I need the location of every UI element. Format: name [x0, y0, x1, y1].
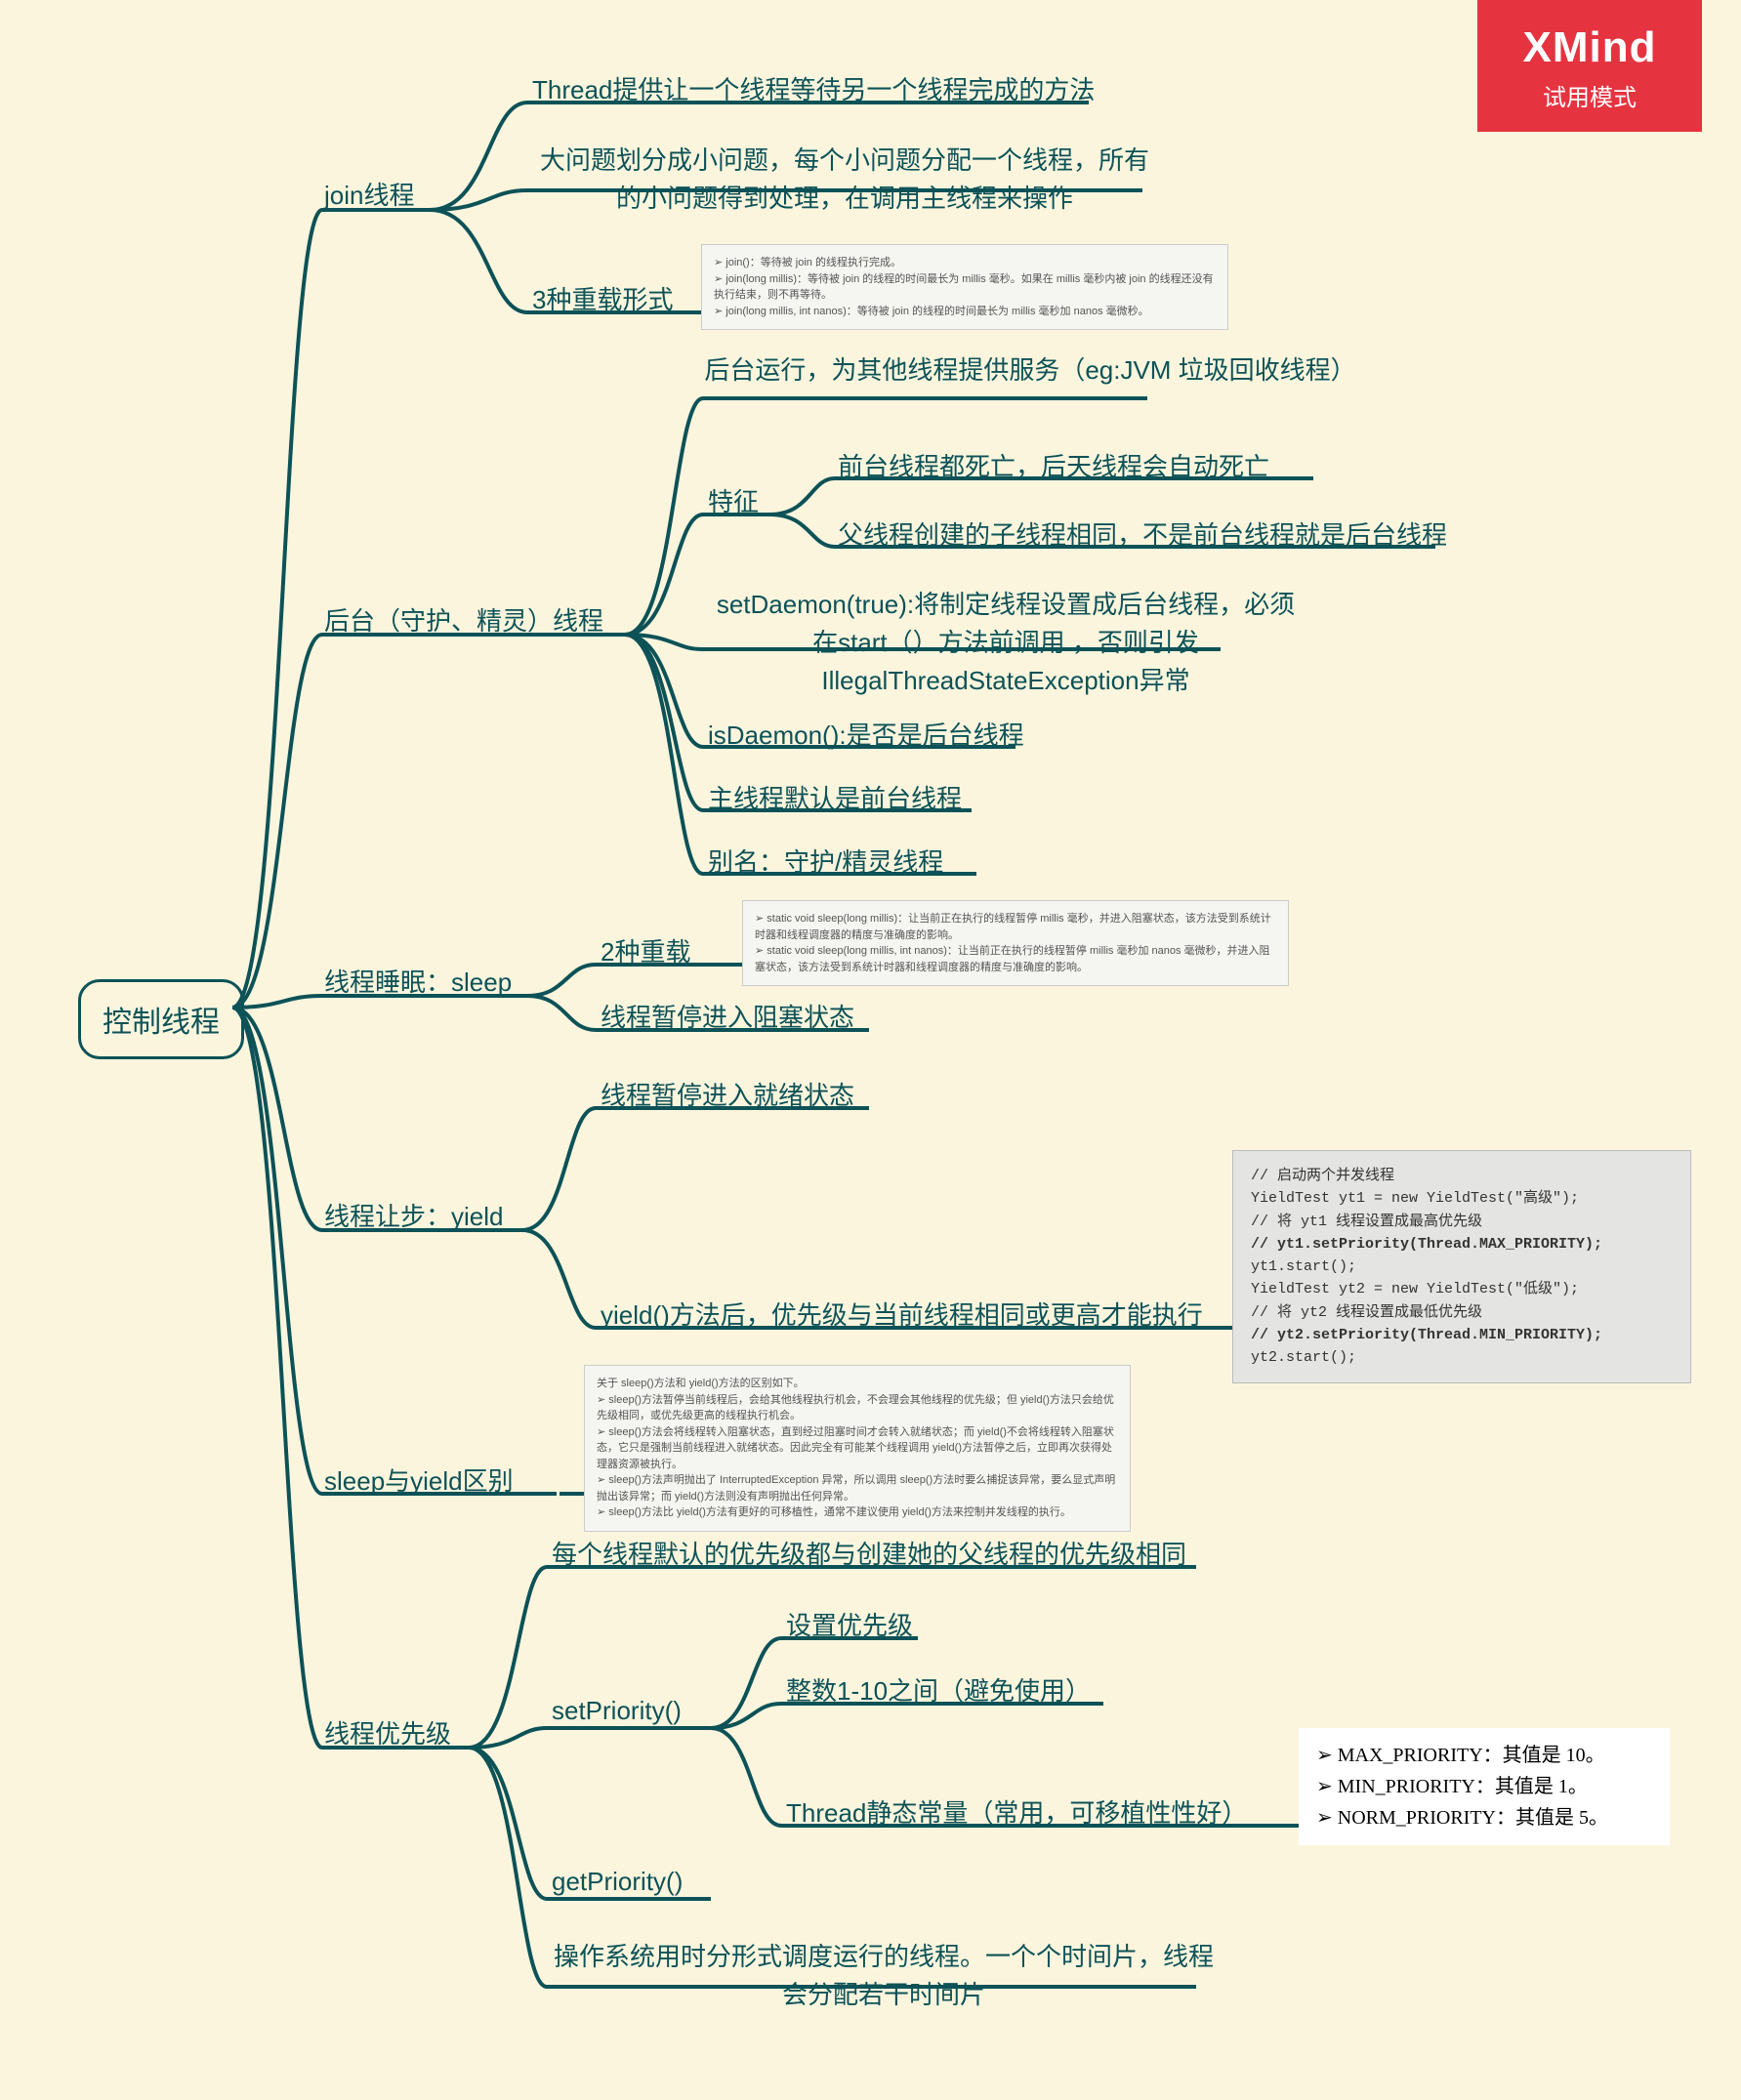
- node-priority-c2: setPriority(): [552, 1696, 682, 1726]
- node-yield-c1: 线程暂停进入就绪状态: [601, 1076, 854, 1112]
- node-yield: 线程让步：yield: [324, 1197, 503, 1233]
- node-priority-c2b: 整数1-10之间（避免使用）: [786, 1671, 1091, 1708]
- node-daemon-c6: 别名：守护/精灵线程: [708, 843, 943, 879]
- node-daemon-c2b: 父线程创建的子线程相同，不是前台线程就是后台线程: [838, 515, 1447, 552]
- node-priority-c2a: 设置优先级: [786, 1606, 913, 1642]
- node-sleep-c1: 2种重载: [601, 932, 690, 968]
- node-daemon-c5: 主线程默认是前台线程: [708, 779, 962, 815]
- node-join: join线程: [324, 176, 414, 212]
- img-join-overloads: ➢ join()：等待被 join 的线程执行完成。 ➢ join(long m…: [701, 244, 1228, 330]
- root-node: 控制线程: [78, 979, 244, 1059]
- node-priority-c4: 操作系统用时分形式调度运行的线程。一个个时间片，线程会分配若干时间片: [552, 1938, 1216, 2014]
- node-priority: 线程优先级: [324, 1714, 451, 1750]
- node-daemon-c2: 特征: [708, 482, 759, 518]
- node-yield-c2: yield()方法后，优先级与当前线程相同或更高才能执行: [601, 1296, 1203, 1332]
- node-daemon: 后台（守护、精灵）线程: [324, 601, 603, 638]
- xmind-badge: XMind 试用模式: [1477, 0, 1702, 132]
- img-sleep-overloads: ➢ static void sleep(long millis)：让当前正在执行…: [742, 900, 1289, 986]
- node-sleep-c2: 线程暂停进入阻塞状态: [601, 998, 854, 1034]
- node-join-c1: Thread提供让一个线程等待另一个线程完成的方法: [532, 70, 1095, 106]
- node-daemon-c4: isDaemon():是否是后台线程: [708, 716, 1024, 752]
- badge-mode: 试用模式: [1487, 78, 1692, 112]
- node-join-c3: 3种重载形式: [532, 280, 673, 316]
- priority-constants-box: MAX_PRIORITY：其值是 10。MIN_PRIORITY：其值是 1。N…: [1299, 1728, 1670, 1845]
- node-sleep: 线程睡眠：sleep: [324, 963, 512, 999]
- node-priority-c1: 每个线程默认的优先级都与创建她的父线程的优先级相同: [552, 1535, 1186, 1571]
- img-sleep-vs-yield: 关于 sleep()方法和 yield()方法的区别如下。 ➢ sleep()方…: [584, 1365, 1131, 1532]
- node-daemon-c2a: 前台线程都死亡，后天线程会自动死亡: [838, 447, 1269, 483]
- node-priority-c2c: Thread静态常量（常用，可移植性性好）: [786, 1793, 1247, 1830]
- code-yield: // 启动两个并发线程 YieldTest yt1 = new YieldTes…: [1232, 1150, 1691, 1383]
- node-join-c2: 大问题划分成小问题，每个小问题分配一个线程，所有的小问题得到处理，在调用主线程来…: [532, 142, 1157, 218]
- node-sleep-vs-yield: sleep与yield区别: [324, 1462, 514, 1498]
- node-daemon-c3: setDaemon(true):将制定线程设置成后台线程，必须在start（）方…: [708, 586, 1304, 700]
- badge-brand: XMind: [1487, 23, 1692, 72]
- node-daemon-c1: 后台运行，为其他线程提供服务（eg:JVM 垃圾回收线程）: [703, 351, 1357, 390]
- node-priority-c3: getPriority(): [552, 1867, 683, 1897]
